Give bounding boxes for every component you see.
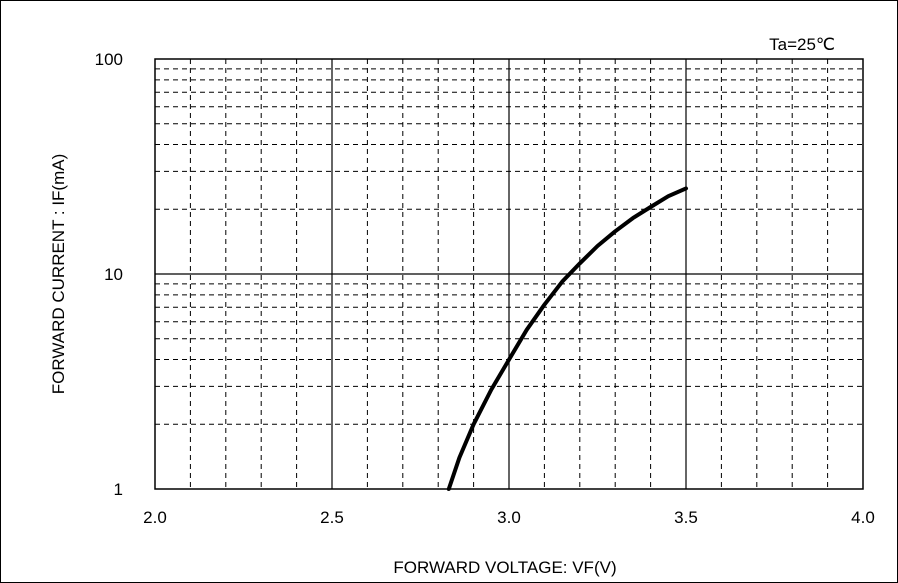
ambient-temperature-annotation: Ta=25℃ (769, 35, 835, 54)
x-tick-label: 4.0 (851, 508, 875, 527)
y-tick-label: 100 (95, 50, 123, 69)
x-axis-label: FORWARD VOLTAGE: VF(V) (393, 558, 616, 577)
forward-current-curve (446, 186, 688, 491)
y-axis-label: FORWARD CURRENT : IF(mA) (49, 154, 68, 395)
x-tick-label: 3.5 (674, 508, 698, 527)
y-tick-labels: 1 10 100 (95, 50, 123, 499)
x-tick-label: 3.0 (497, 508, 521, 527)
x-tick-label: 2.0 (143, 508, 167, 527)
y-tick-label: 10 (104, 265, 123, 284)
plot-area (154, 58, 864, 490)
curve-layer (446, 186, 688, 491)
x-tick-label: 2.5 (320, 508, 344, 527)
x-tick-labels: 2.0 2.5 3.0 3.5 4.0 (143, 508, 875, 527)
grid (155, 59, 863, 489)
y-tick-label: 1 (114, 480, 123, 499)
